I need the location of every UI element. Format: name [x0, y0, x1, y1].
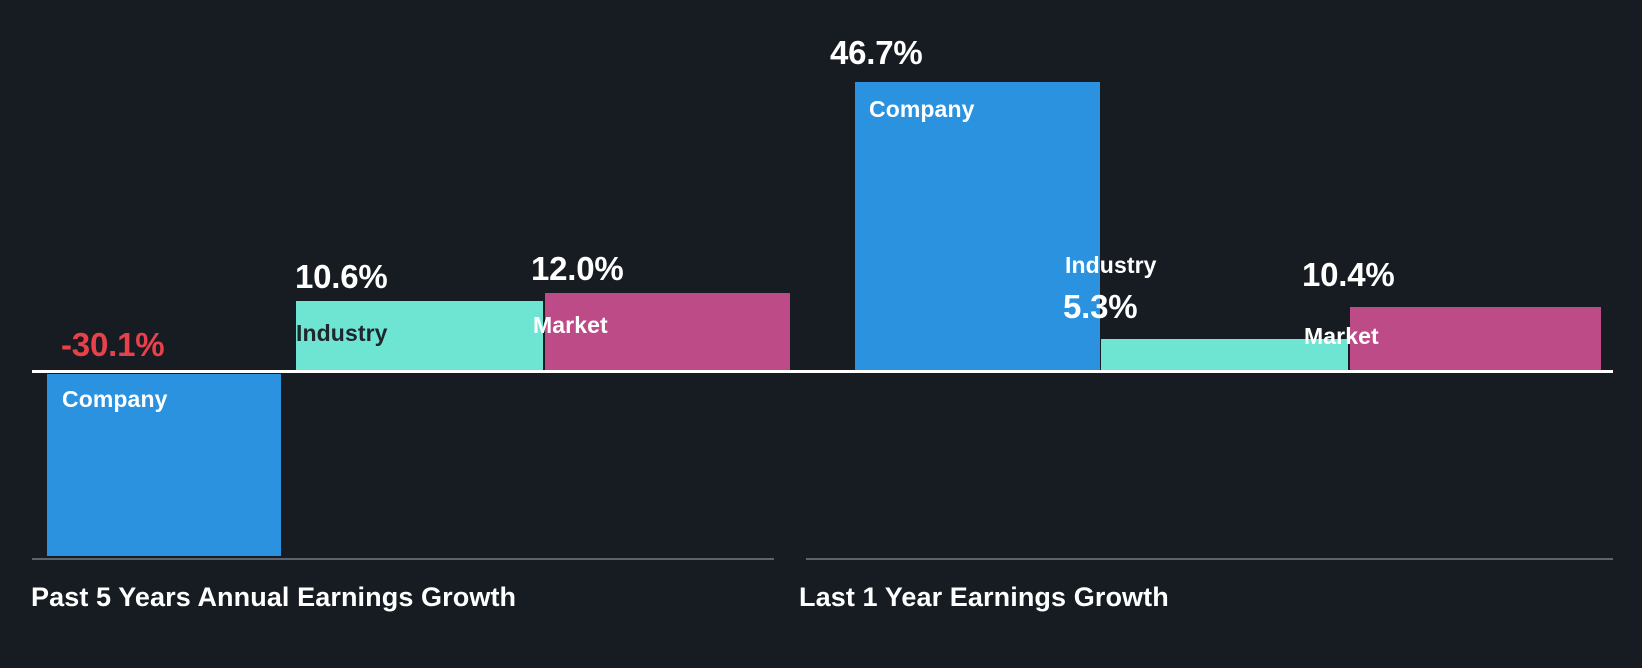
plot-area-left: Company -30.1% Industry 10.6% Market 12.… — [0, 0, 806, 668]
axis-rule-left — [32, 558, 774, 560]
value-label-market: 10.4% — [1302, 256, 1395, 293]
value-label-market: 12.0% — [531, 250, 624, 287]
bar-label-company: Company — [62, 386, 168, 412]
chart-title-left: Past 5 Years Annual Earnings Growth — [31, 582, 517, 612]
bar-market[interactable] — [545, 293, 790, 371]
value-label-industry: 10.6% — [295, 258, 388, 295]
bar-label-industry: Industry — [1065, 252, 1157, 278]
chart-title-right: Last 1 Year Earnings Growth — [799, 582, 1169, 612]
axis-rule-right — [806, 558, 1613, 560]
bar-label-industry: Industry — [296, 320, 388, 346]
bar-label-company: Company — [869, 96, 975, 122]
chart-panel-last-1-year: Company 46.7% Industry 5.3% Market 10.4%… — [799, 0, 1642, 668]
bar-industry[interactable] — [296, 301, 543, 371]
bar-label-market: Market — [1304, 323, 1379, 349]
value-label-company: -30.1% — [61, 326, 165, 363]
bar-industry[interactable] — [1101, 339, 1348, 371]
bar-label-market: Market — [533, 312, 608, 338]
zero-baseline-left — [32, 370, 806, 373]
bar-company[interactable] — [855, 82, 1100, 371]
chart-panel-past-5-years: Company -30.1% Industry 10.6% Market 12.… — [0, 0, 806, 668]
value-label-industry: 5.3% — [1063, 288, 1138, 325]
plot-area-right: Company 46.7% Industry 5.3% Market 10.4% — [806, 0, 1642, 668]
value-label-company: 46.7% — [830, 34, 923, 71]
zero-baseline-right — [806, 370, 1613, 373]
bar-market[interactable] — [1350, 307, 1601, 371]
bar-company[interactable] — [47, 374, 281, 556]
